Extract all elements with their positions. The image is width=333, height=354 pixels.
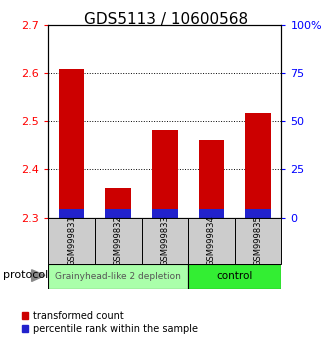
Bar — [152, 209, 178, 218]
Text: GSM999831: GSM999831 — [67, 215, 76, 266]
Text: protocol: protocol — [3, 270, 49, 280]
FancyBboxPatch shape — [188, 218, 235, 264]
Legend: transformed count, percentile rank within the sample: transformed count, percentile rank withi… — [22, 311, 198, 334]
FancyBboxPatch shape — [95, 218, 142, 264]
Polygon shape — [32, 270, 45, 281]
Bar — [105, 188, 131, 218]
Bar — [245, 113, 271, 218]
Text: GDS5113 / 10600568: GDS5113 / 10600568 — [85, 12, 248, 27]
Text: GSM999832: GSM999832 — [114, 215, 123, 266]
FancyBboxPatch shape — [142, 218, 188, 264]
FancyBboxPatch shape — [48, 218, 95, 264]
Text: GSM999835: GSM999835 — [253, 215, 263, 266]
Bar — [105, 209, 131, 218]
FancyBboxPatch shape — [48, 264, 188, 289]
Text: control: control — [216, 271, 253, 281]
Bar — [59, 69, 85, 218]
FancyBboxPatch shape — [235, 218, 281, 264]
Bar — [59, 209, 85, 218]
Bar — [198, 139, 224, 218]
Text: GSM999833: GSM999833 — [160, 215, 169, 266]
Bar — [198, 209, 224, 218]
Bar — [152, 130, 178, 218]
Bar — [245, 209, 271, 218]
FancyBboxPatch shape — [188, 264, 281, 289]
Text: Grainyhead-like 2 depletion: Grainyhead-like 2 depletion — [55, 272, 181, 281]
Text: GSM999834: GSM999834 — [207, 215, 216, 266]
